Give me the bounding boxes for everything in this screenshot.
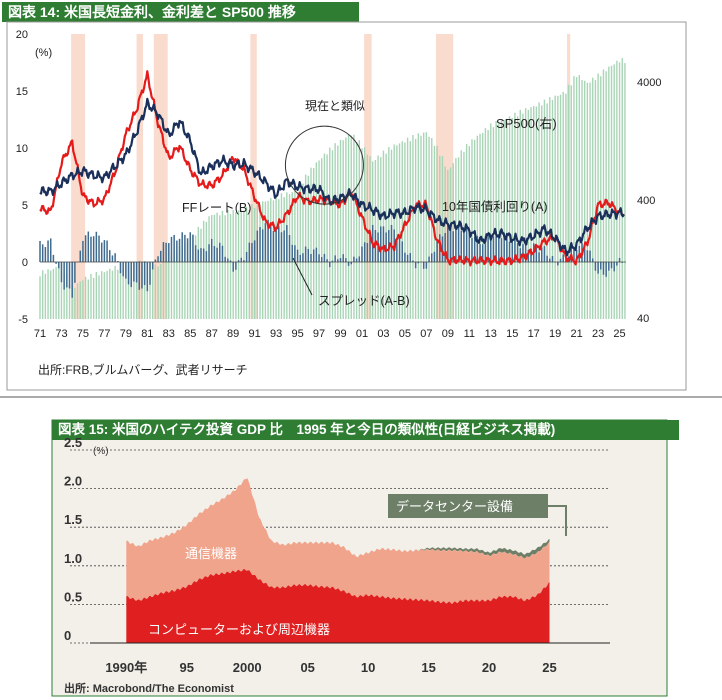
computer-label: コンピューターおよび周辺機器: [148, 622, 330, 637]
recession-band: [153, 34, 168, 319]
x-tick-label: 89: [227, 328, 239, 340]
treasury-label: 10年国債利回り(A): [442, 199, 548, 214]
x-tick-label: 11: [464, 328, 475, 340]
y-unit-label: (%): [93, 446, 109, 457]
datacenter-area: [126, 477, 550, 559]
source-label: 出所: Macrobond/The Economist: [64, 681, 234, 695]
x-tick-label: 05: [399, 328, 411, 340]
y2-tick-label: 400: [637, 195, 655, 207]
datacenter-label: データセンター設備: [396, 499, 513, 514]
x-tick-label: 15: [506, 328, 518, 340]
x-tick-label: 91: [249, 328, 261, 340]
x-tick-label: 25: [613, 328, 625, 340]
chart2-frame: [51, 419, 668, 697]
x-tick-label: 07: [420, 328, 432, 340]
y-tick-label: 1.5: [64, 512, 82, 527]
x-tick-label: 75: [77, 328, 89, 340]
x-tick-label: 17: [528, 328, 540, 340]
spread-label: スプレッド(A-B): [318, 294, 410, 308]
x-tick-label: 71: [34, 328, 46, 340]
x-tick-label: 15: [421, 660, 435, 675]
y-tick-label: 10: [16, 143, 28, 155]
y-tick-label: 0: [22, 257, 28, 269]
telecom-area: [126, 478, 550, 604]
x-tick-label: 73: [55, 328, 67, 340]
y-tick-label: 5: [22, 200, 28, 212]
y-unit-label: (%): [35, 47, 52, 59]
x-tick-label: 95: [291, 328, 303, 340]
x-tick-label: 99: [334, 328, 346, 340]
x-tick-label: 23: [592, 328, 604, 340]
y-tick-label: 1.0: [64, 551, 82, 566]
x-tick-label: 77: [98, 328, 110, 340]
source-label: 出所:FRB,ブルムバーグ、武者リサーチ: [38, 362, 248, 377]
x-tick-label: 21: [571, 328, 583, 340]
highlight-circle: [284, 125, 364, 205]
recession-band: [136, 34, 144, 319]
x-tick-label: 97: [313, 328, 325, 340]
x-tick-label: 10: [361, 660, 375, 675]
ff-rate-label: FFレート(B): [182, 201, 251, 215]
datacenter-label-box: [388, 494, 548, 518]
x-tick-label: 25: [542, 660, 556, 675]
y2-tick-label: 4000: [637, 77, 661, 89]
x-tick-label: 81: [141, 328, 153, 340]
circle-annotation: 現在と類似: [305, 99, 365, 113]
x-tick-label: 83: [163, 328, 175, 340]
x-tick-label: 79: [120, 328, 132, 340]
datacenter-pointer: [548, 505, 567, 536]
x-tick-label: 87: [206, 328, 218, 340]
x-tick-label: 20: [482, 660, 496, 675]
x-tick-label: 19: [549, 328, 561, 340]
y-tick-label: 20: [16, 29, 28, 41]
x-tick-label: 13: [485, 328, 497, 340]
figure-15-title: 図表 15: 米国のハイテク投資 GDP 比 1995 年と今日の類似性(日経ビ…: [52, 420, 679, 440]
treasury-10y-line: [39, 97, 625, 257]
x-tick-label: 1990年: [105, 660, 147, 675]
computer-area: [126, 569, 550, 643]
y2-tick-label: 40: [637, 313, 649, 325]
chart-frame: [6, 21, 687, 391]
y-tick-label: 0.5: [64, 589, 82, 604]
x-tick-label: 93: [270, 328, 282, 340]
x-tick-label: 85: [184, 328, 196, 340]
y-tick-label: 2.0: [64, 474, 82, 489]
x-tick-label: 2000: [233, 660, 262, 675]
y-tick-label: 2.5: [64, 435, 82, 450]
spread-pointer: [292, 257, 313, 296]
x-tick-label: 09: [442, 328, 454, 340]
y-tick-label: 0: [64, 628, 71, 643]
y-tick-label: 15: [16, 86, 28, 98]
y-tick-label: -5: [18, 314, 28, 326]
x-tick-label: 01: [356, 328, 368, 340]
telecom-label: 通信機器: [185, 546, 237, 561]
x-tick-label: 95: [180, 660, 194, 675]
x-tick-label: 03: [377, 328, 389, 340]
figure-14-title: 図表 14: 米国長短金利、金利差と SP500 推移: [2, 2, 359, 22]
sp500-label: SP500(右): [496, 116, 557, 131]
x-tick-label: 05: [300, 660, 314, 675]
